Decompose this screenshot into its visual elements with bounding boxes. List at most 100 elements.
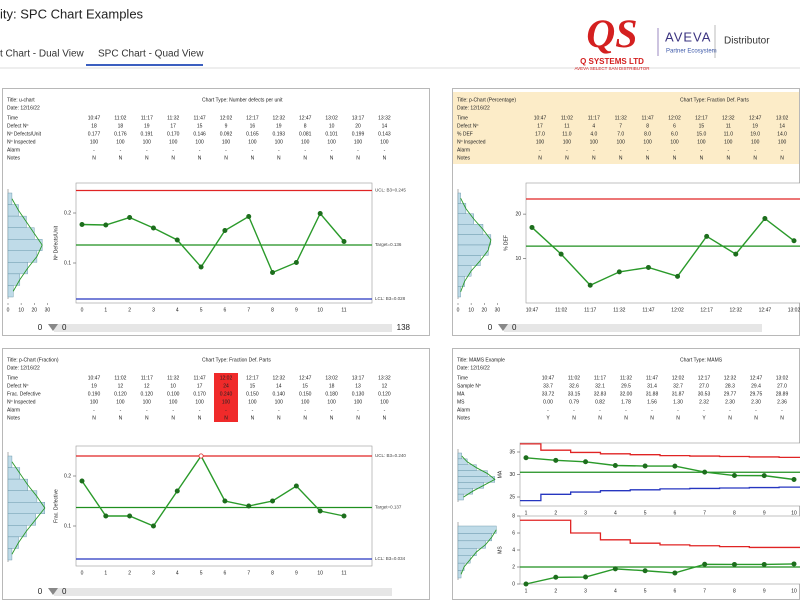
table-cell: 100 [354,139,363,145]
x-tick-label: 0 [81,307,84,313]
hist-bar [457,244,489,256]
x-tick-label: 3 [152,307,155,313]
table-cell: 12:32 [273,375,286,381]
table-cell: 100 [697,139,706,145]
table-cell: 10:47 [534,115,547,121]
row-label: Nº Inspected [457,139,486,145]
x-tick-label: 7 [703,510,706,516]
table-cell: 2.30 [725,399,735,405]
table-cell: 0.140 [273,391,286,397]
data-line [81,454,345,527]
table-cell: - [384,407,386,413]
data-point [704,233,710,239]
hist-bar [7,455,13,468]
x-tick-label: 11:02 [555,307,567,313]
data-point [733,251,739,257]
plot-area [519,442,800,507]
table-cell: 32.1 [595,383,605,389]
data-point [246,503,252,509]
x-tick-label: 4 [614,588,617,594]
table-cell: 0.120 [141,391,154,397]
table-cell: - [120,147,122,153]
table-cell: 100 [116,139,125,145]
table-cell: 0.081 [299,131,312,137]
chart-type: Chart Type: Number defects per unit [202,97,283,103]
logo-tagline: AVEVA SELECT SAN DISTRIBUTOR [575,66,651,71]
table-cell: 0.193 [273,131,286,137]
table-cell: N [676,415,680,421]
table-cell: 0.191 [141,131,154,137]
scroll-thumb[interactable] [498,324,508,331]
hist-fit [461,455,496,498]
data-point [612,566,618,572]
table-cell: 15.0 [697,131,707,137]
x-tick-label: 12:47 [759,307,772,313]
data-point [587,282,593,288]
tab[interactable]: t Chart - Dual View [0,49,85,60]
table-cell: 100 [724,139,733,145]
row-label: Time [457,375,468,381]
partner-logo: AVEVA [665,29,711,44]
hist-bar [457,540,486,549]
row-label: Time [457,115,468,121]
tab[interactable]: SPC Chart - Quad View [98,49,204,60]
table-cell: 12:47 [749,115,762,121]
logo-name: Q SYSTEMS LTD [580,57,644,66]
table-cell: 12:32 [724,375,737,381]
table-cell: 100 [90,139,99,145]
table-cell: - [539,147,541,153]
scroll-thumb[interactable] [48,324,58,331]
table-cell: - [651,407,653,413]
table-cell: 100 [222,399,231,405]
table-cell: 10 [329,123,335,129]
x-tick-label: 0 [81,570,84,576]
table-cell: - [729,407,731,413]
table-cell: 7 [619,123,622,129]
table-cell: 12:47 [299,375,312,381]
table-cell: 100 [536,139,545,145]
table-cell: 11:17 [141,375,153,381]
table-cell: - [754,147,756,153]
table-cell: 15 [699,123,705,129]
table-cell: 33.7 [543,383,553,389]
data-point [791,561,797,567]
table-cell: 8 [304,123,307,129]
table-cell: 15 [197,123,203,129]
x-tick-label: 10 [791,510,797,516]
row-label: Alarm [457,407,470,413]
data-point [553,457,559,463]
y-tick-label: 0.1 [64,523,71,529]
table-cell: 100 [380,399,389,405]
table-cell: 0.199 [352,131,365,137]
data-point [150,225,156,231]
x-tick-label: 12:32 [730,307,743,313]
scroll-track [54,324,392,332]
panel-date: Date: 12/16/22 [7,365,40,371]
table-cell: - [172,147,174,153]
table-cell: 0.240 [220,391,233,397]
table-cell: 17 [537,123,543,129]
row-label: MS [457,399,465,405]
hist-bar [457,286,461,298]
row-label: Notes [457,155,471,161]
scroll-value: 0 [62,323,67,332]
row-label: Sample Nº [457,383,481,389]
scroll-thumb[interactable] [48,588,58,595]
table-cell: N [145,155,149,161]
data-point [672,463,678,469]
data-point [270,498,276,504]
data-point [523,581,529,587]
data-point [791,476,797,482]
table-cell: 100 [590,139,599,145]
limit-label: LCL: B3=0.034 [375,556,406,561]
table-cell: - [781,147,783,153]
table-cell: 17 [170,123,176,129]
table-cell: 11 [564,123,569,129]
chart-type: Chart Type: Fraction Def. Parts [680,97,749,103]
table-cell: 13:32 [378,375,391,381]
hist-bar [7,513,36,526]
x-tick-label: 12:17 [700,307,713,313]
x-tick-label: 1 [104,570,107,576]
table-cell: 13:17 [352,375,365,381]
y-tick-label: 25 [509,494,515,500]
